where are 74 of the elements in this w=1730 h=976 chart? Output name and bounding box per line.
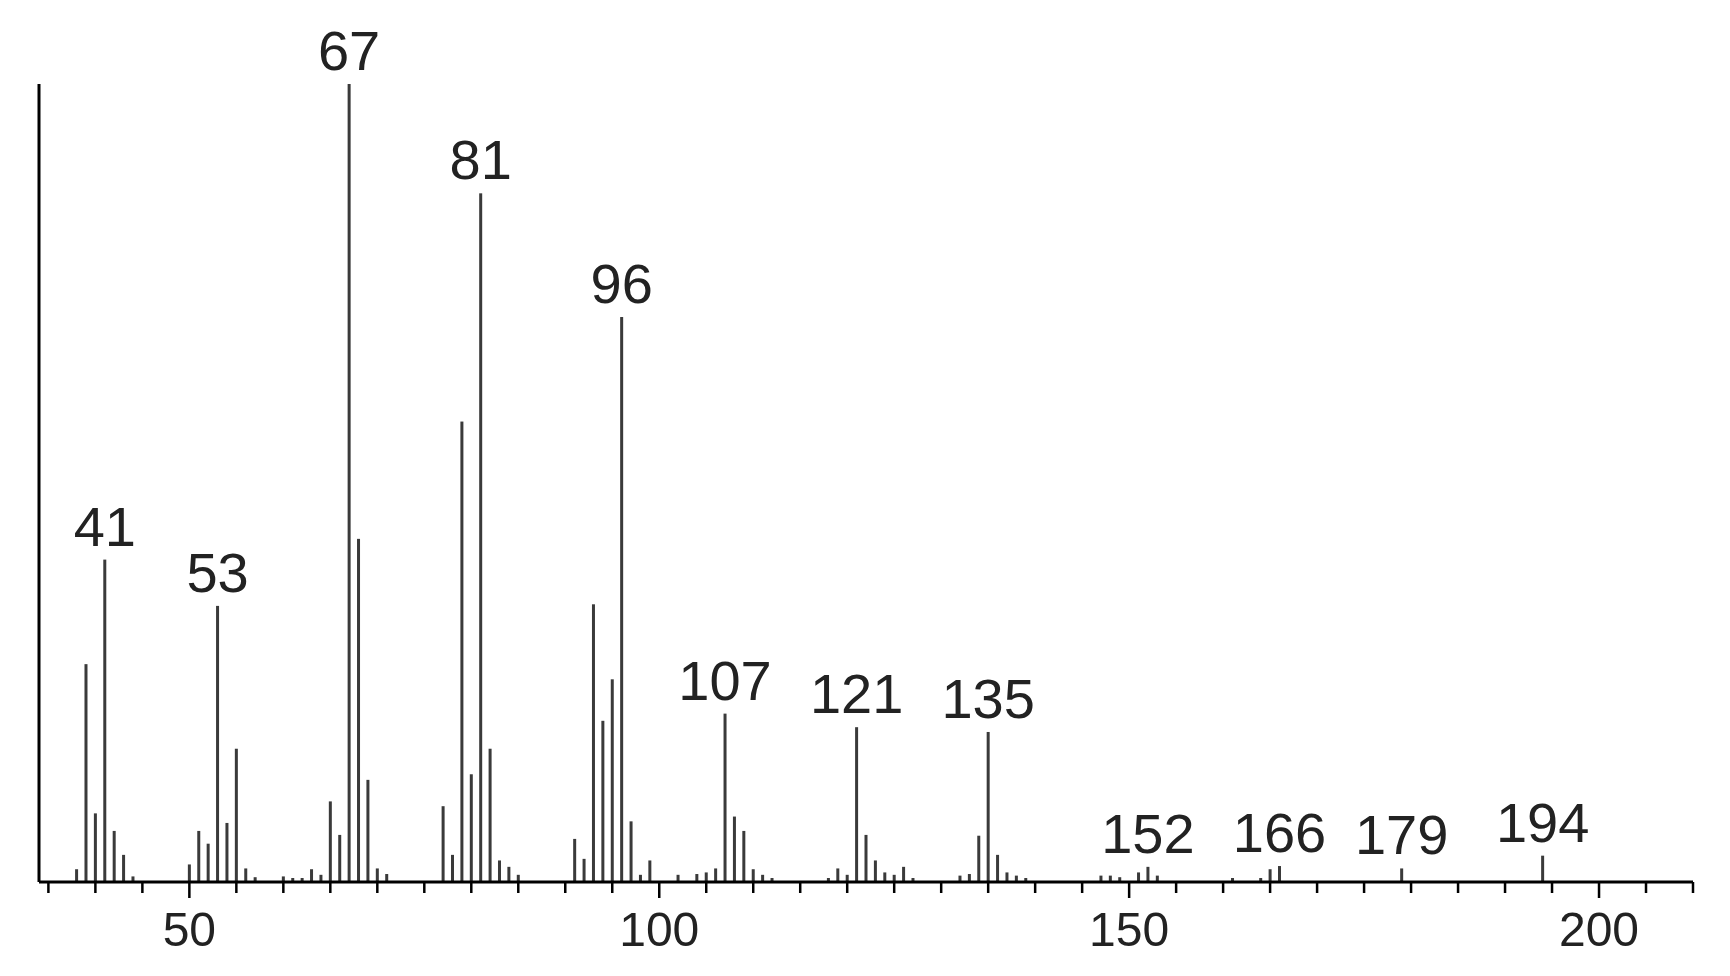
annotation: 166 — [1232, 801, 1327, 865]
bar — [723, 713, 727, 882]
bar — [366, 779, 370, 882]
bar — [732, 816, 736, 882]
bar — [629, 821, 633, 882]
bar — [1137, 872, 1141, 882]
bar — [103, 559, 107, 882]
bar — [357, 538, 361, 882]
bar — [704, 872, 708, 882]
bar — [122, 854, 126, 882]
bar — [902, 866, 906, 882]
bar — [883, 872, 887, 882]
bar — [375, 868, 379, 882]
bar — [234, 748, 238, 882]
bar — [197, 830, 201, 882]
annotation: 121 — [809, 662, 904, 726]
bar — [648, 860, 652, 882]
bar — [1005, 872, 1009, 882]
bar — [112, 830, 116, 882]
bar — [497, 860, 501, 882]
annotation: 152 — [1101, 801, 1195, 865]
bar — [328, 801, 332, 882]
bar — [507, 866, 511, 882]
bar — [451, 854, 454, 882]
x-tick-label: 100 — [619, 903, 700, 956]
x-tick-label: 150 — [1089, 903, 1170, 956]
bar — [986, 731, 990, 882]
bar — [836, 868, 840, 882]
x-tick-label: 50 — [162, 903, 217, 956]
bar — [441, 806, 445, 882]
bar — [93, 813, 97, 882]
bar — [855, 727, 859, 882]
bar — [469, 774, 473, 882]
bar — [742, 830, 746, 882]
bar — [610, 679, 614, 882]
bar — [338, 834, 342, 882]
bar — [216, 605, 220, 882]
bar — [479, 193, 483, 882]
bar — [1146, 866, 1150, 882]
annotation: 67 — [317, 19, 381, 82]
bar — [488, 748, 492, 882]
bar — [347, 84, 351, 882]
bar — [75, 869, 79, 882]
annotation: 96 — [590, 252, 653, 316]
bar — [582, 858, 586, 882]
bar — [1278, 866, 1281, 882]
bar — [244, 868, 248, 882]
annotation: 81 — [449, 128, 512, 192]
bar — [977, 835, 981, 882]
bar — [873, 860, 877, 882]
bar — [225, 822, 229, 882]
annotation: 135 — [941, 666, 1035, 730]
bar — [620, 317, 624, 882]
annotation: 41 — [73, 494, 136, 558]
annotation: 194 — [1495, 790, 1590, 854]
annotation: 179 — [1354, 803, 1449, 867]
annotation: 107 — [678, 648, 772, 712]
bar — [1268, 869, 1272, 882]
bar — [864, 834, 868, 882]
annotation: 53 — [186, 540, 249, 604]
bar — [714, 868, 718, 882]
bar — [310, 869, 314, 882]
bar — [1541, 855, 1545, 882]
bar — [591, 604, 595, 882]
bar — [187, 864, 191, 882]
bar — [751, 869, 755, 882]
bar — [573, 838, 577, 882]
x-tick-label: 200 — [1558, 903, 1640, 956]
bar — [206, 843, 210, 882]
bar — [460, 421, 464, 882]
bar — [996, 854, 1000, 882]
bar — [1400, 868, 1404, 882]
bar — [601, 720, 605, 882]
bar — [84, 664, 88, 882]
